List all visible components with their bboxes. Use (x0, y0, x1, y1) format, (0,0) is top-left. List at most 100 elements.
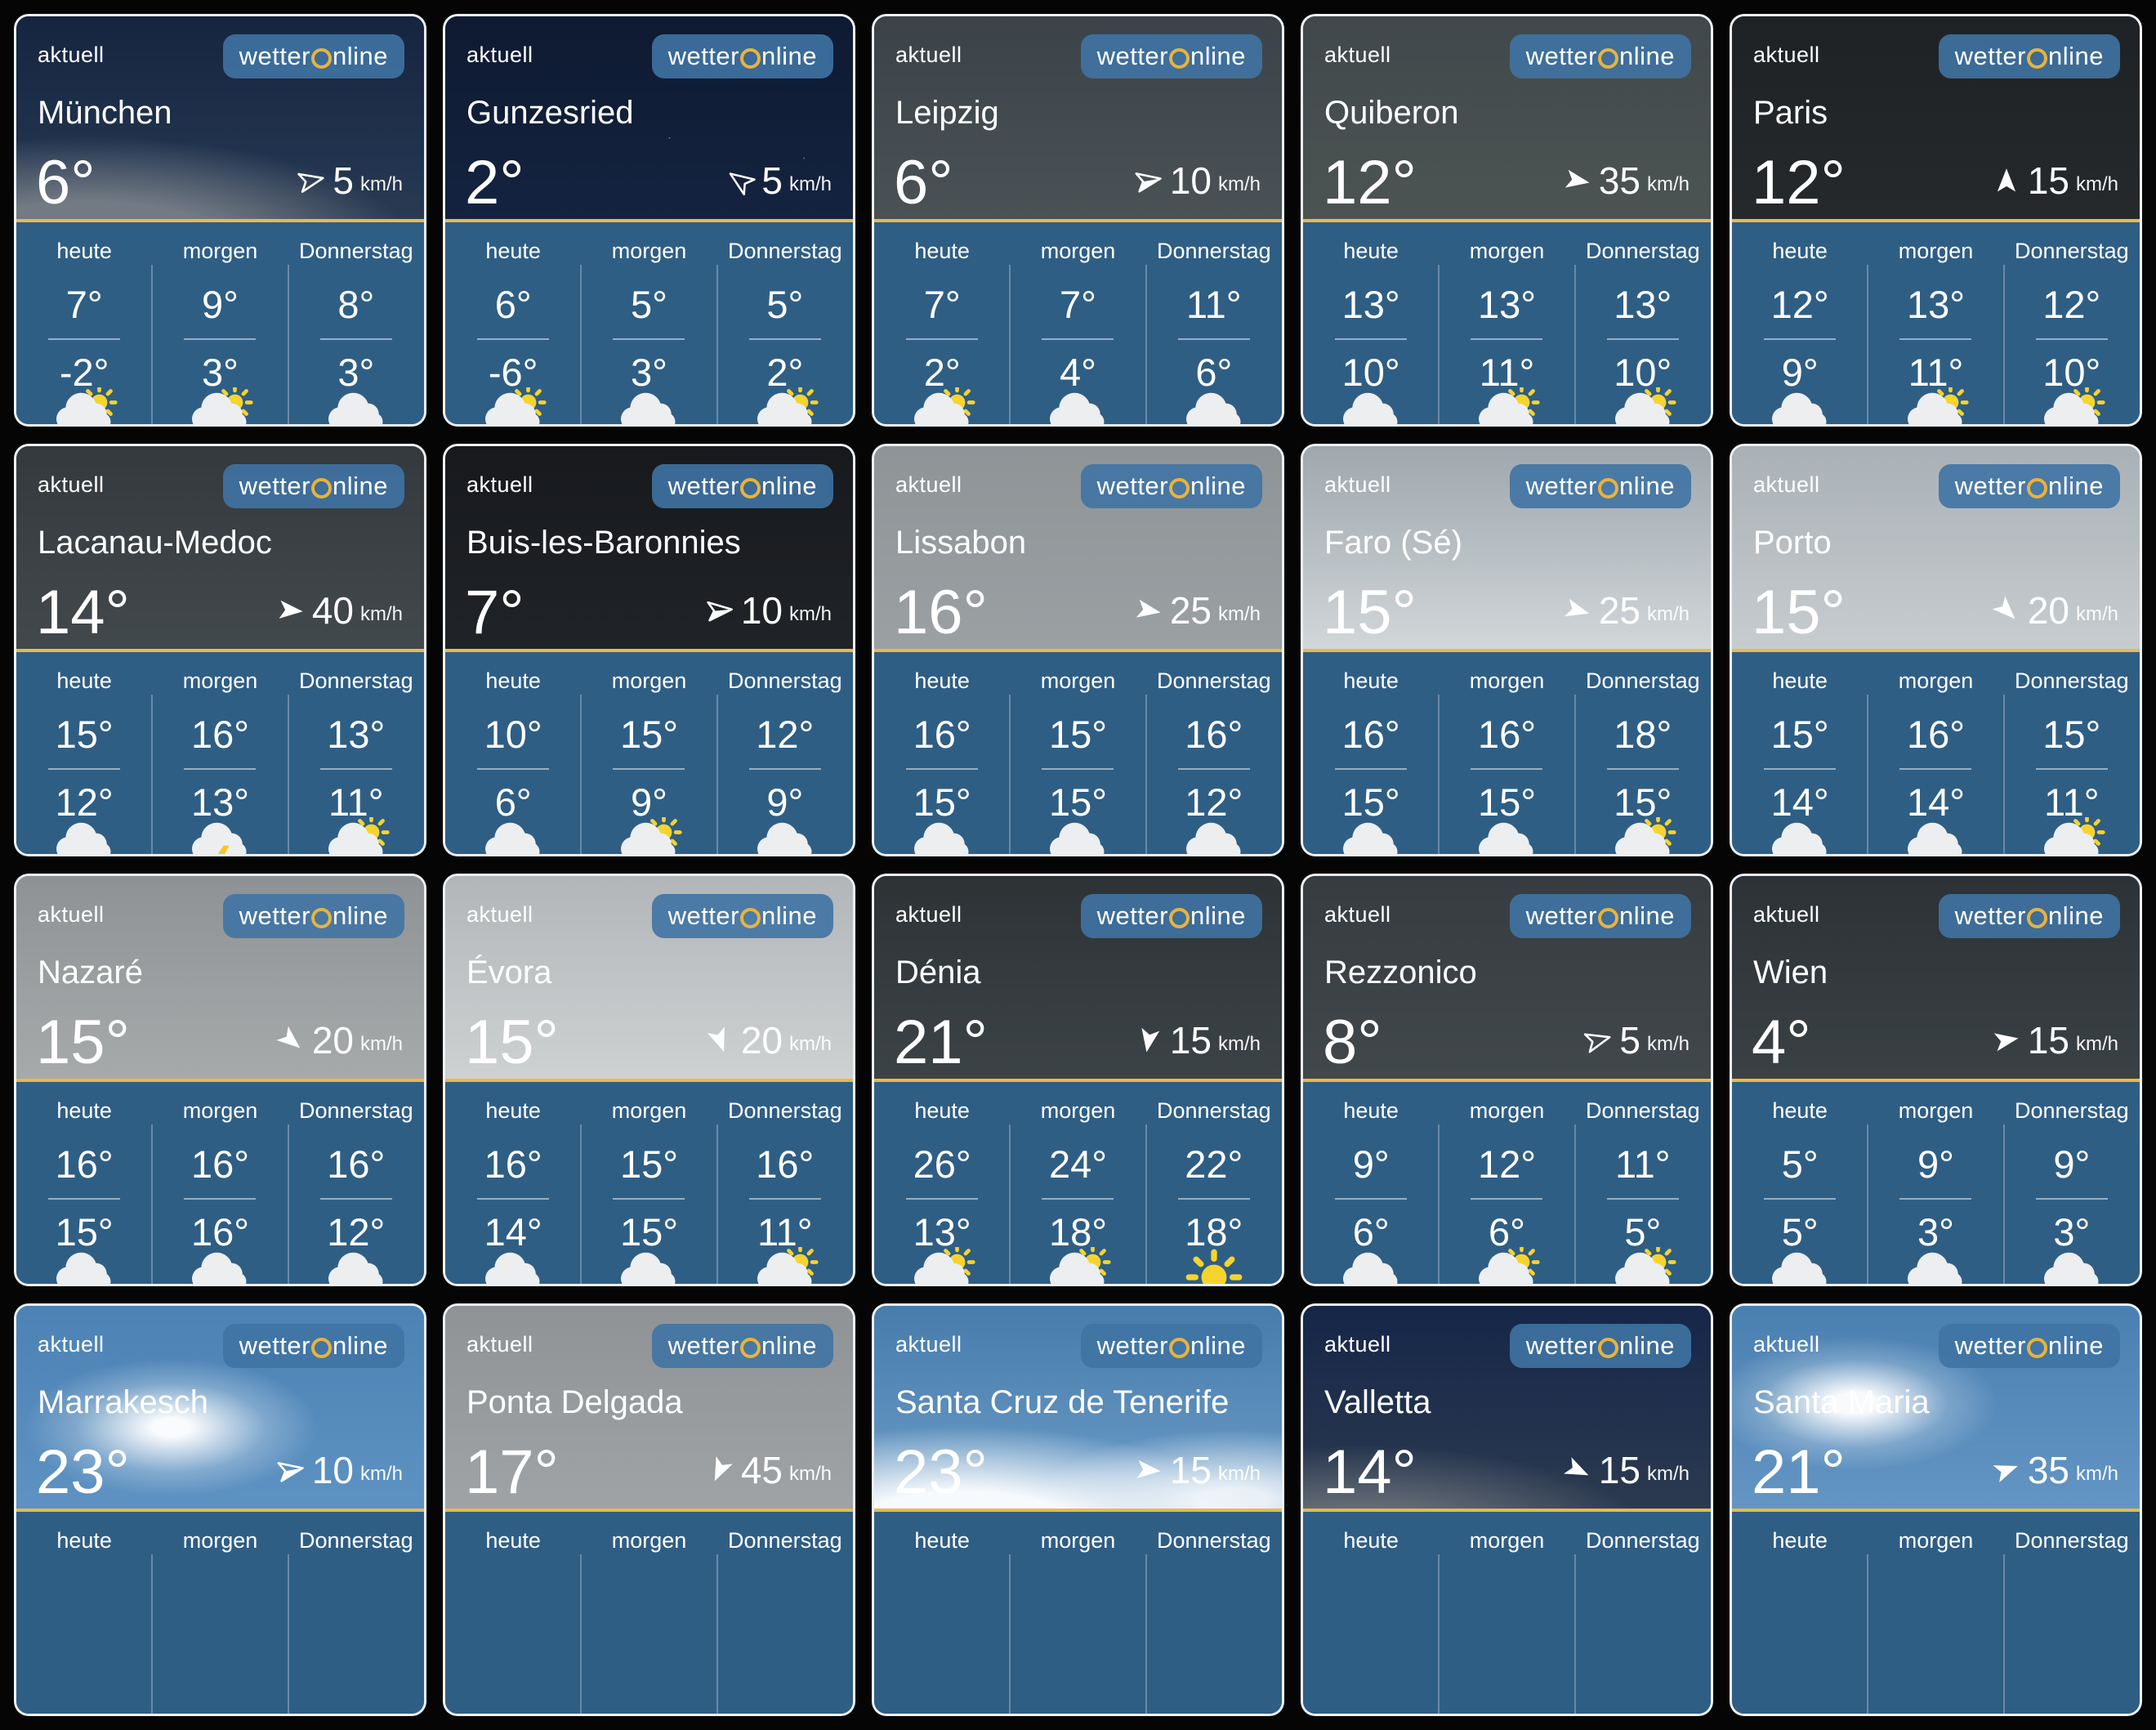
logo-text-left: wetter (1096, 1331, 1168, 1360)
forecast-day: heute 16° 15° (16, 1082, 152, 1286)
hi-lo-divider (1764, 338, 1837, 340)
weather-card[interactable]: aktuell wetter nline Gunzesried 2° 5 km/h… (443, 14, 855, 427)
day-high: 15° (619, 713, 679, 756)
city-name: Ponta Delgada (466, 1384, 683, 1420)
aktuell-label: aktuell (38, 1332, 105, 1357)
hi-lo-divider (1606, 1198, 1679, 1200)
hi-lo-divider (1177, 1198, 1250, 1200)
weather-icon (479, 1247, 547, 1286)
forecast-day: heute 7° -2° (16, 222, 152, 427)
day-high: 5° (631, 283, 667, 326)
weather-card[interactable]: aktuell wetter nline Santa Cruz de Teneri… (872, 1303, 1284, 1716)
divider (874, 1509, 1282, 1512)
wind-speed: 5 (1619, 1019, 1640, 1062)
weather-card[interactable]: aktuell wetter nline Santa Maria 21° 35 k… (1730, 1303, 2142, 1716)
wind-info: 15 km/h (1992, 162, 2118, 199)
day-low: 9° (766, 780, 804, 824)
weather-card[interactable]: aktuell wetter nline Paris 12° 15 km/h he… (1730, 14, 2142, 427)
weather-card[interactable]: aktuell wetter nline Ponta Delgada 17° 45… (443, 1303, 855, 1716)
wind-unit: km/h (788, 603, 832, 625)
day-low: 5° (1781, 1210, 1819, 1254)
weather-card[interactable]: aktuell wetter nline Wien 4° 15 km/h heut… (1730, 874, 2142, 1286)
weather-icon (1901, 387, 1970, 427)
weather-card[interactable]: aktuell wetter nline Marrakesch 23° 10 km… (14, 1303, 426, 1716)
logo-text-left: wetter (1096, 901, 1168, 930)
wind-info: 25 km/h (1563, 592, 1690, 629)
logo-text-left: wetter (1525, 901, 1597, 930)
logo-o-ring-icon (740, 907, 761, 928)
wind-speed: 10 (311, 1449, 354, 1491)
weather-icon (1765, 1247, 1834, 1286)
wind-info: 20 km/h (705, 1021, 832, 1059)
logo-text-right: nline (2048, 1331, 2104, 1360)
weather-card[interactable]: aktuell wetter nline Lissabon 16° 25 km/h… (872, 444, 1284, 856)
forecast-day: morgen (1438, 1512, 1574, 1714)
current-conditions: aktuell wetter nline Porto 15° 20 km/h (1732, 446, 2140, 649)
wind-direction-icon (1992, 166, 2021, 195)
weather-card[interactable]: aktuell wetter nline Leipzig 6° 10 km/h h… (872, 14, 1284, 427)
city-name: Marrakesch (38, 1384, 208, 1420)
hi-lo-divider (319, 768, 392, 770)
weather-icon (322, 387, 391, 427)
day-high: 15° (1770, 713, 1829, 756)
hi-lo-divider (1764, 768, 1837, 770)
forecast-section: heute morgen Donnerstag (1732, 1512, 2140, 1714)
weather-icon (1180, 817, 1248, 856)
weather-card[interactable]: aktuell wetter nline Valletta 14° 15 km/h… (1301, 1303, 1713, 1716)
weather-card[interactable]: aktuell wetter nline Faro (Sé) 15° 25 km/… (1301, 444, 1713, 856)
day-low: 5° (1624, 1210, 1662, 1254)
current-temperature: 7° (465, 578, 524, 647)
forecast-section: heute 15° 14° morgen 16° 14° Donnerstag … (1732, 652, 2140, 854)
city-name: Paris (1753, 95, 1828, 131)
weather-card[interactable]: aktuell wetter nline Dénia 21° 15 km/h he… (872, 874, 1284, 1286)
day-label: Donnerstag (728, 668, 842, 693)
logo-text-right: nline (761, 42, 817, 70)
day-high: 9° (1352, 1142, 1390, 1186)
wind-speed: 20 (740, 1019, 783, 1062)
divider (445, 1079, 853, 1082)
wind-unit: km/h (1646, 603, 1690, 625)
weather-card[interactable]: aktuell wetter nline Buis-les-Baronnies 7… (443, 444, 855, 856)
wind-unit: km/h (2075, 1033, 2118, 1055)
weather-card[interactable]: aktuell wetter nline Porto 15° 20 km/h he… (1730, 444, 2142, 856)
wind-speed: 25 (1598, 589, 1640, 632)
weather-card[interactable]: aktuell wetter nline Lacanau-Medoc 14° 40… (14, 444, 426, 856)
logo-o-ring-icon (2027, 1337, 2047, 1358)
city-name: München (38, 95, 172, 131)
forecast-day: Donnerstag 12° 10° (2002, 222, 2140, 424)
weather-card[interactable]: aktuell wetter nline Quiberon 12° 35 km/h… (1301, 14, 1713, 427)
current-temperature: 12° (1323, 148, 1417, 217)
day-low: 13° (913, 1210, 971, 1254)
day-low: 11° (1479, 351, 1535, 394)
wetteronline-logo: wetter nline (1509, 1324, 1691, 1368)
day-label: morgen (1040, 1098, 1116, 1123)
weather-card[interactable]: aktuell wetter nline Évora 15° 20 km/h he… (443, 874, 855, 1286)
logo-text-left: wetter (239, 1331, 310, 1360)
weather-card[interactable]: aktuell wetter nline München 6° 5 km/h he… (14, 14, 426, 427)
weather-icon (1337, 1247, 1405, 1286)
hi-lo-divider (1471, 338, 1543, 340)
aktuell-label: aktuell (466, 472, 533, 497)
divider (874, 1079, 1282, 1082)
logo-text-left: wetter (1954, 1331, 2026, 1360)
aktuell-label: aktuell (895, 42, 962, 67)
aktuell-label: aktuell (466, 1332, 533, 1357)
weather-icon (1609, 387, 1677, 427)
logo-text-left: wetter (1525, 472, 1597, 500)
weather-card[interactable]: aktuell wetter nline Nazaré 15° 20 km/h h… (14, 874, 426, 1286)
wind-info: 5 km/h (297, 162, 403, 199)
weather-card[interactable]: aktuell wetter nline Rezzonico 8° 5 km/h … (1301, 874, 1713, 1286)
forecast-day: Donnerstag 18° 15° (1573, 652, 1711, 854)
current-conditions: aktuell wetter nline Gunzesried 2° 5 km/h (445, 16, 853, 219)
day-label: morgen (182, 1528, 258, 1553)
forecast-day: heute 16° 15° (1303, 652, 1439, 856)
hi-lo-divider (1042, 1198, 1114, 1200)
forecast-day: morgen 24° 18° (1009, 1082, 1145, 1284)
weather-icon (1043, 817, 1112, 856)
weather-icon (751, 387, 819, 427)
forecast-day: morgen 12° 6° (1438, 1082, 1574, 1284)
wind-speed: 10 (740, 589, 783, 632)
day-low: 2° (923, 351, 961, 394)
day-high: 16° (1477, 713, 1537, 756)
wind-speed: 45 (740, 1449, 783, 1491)
